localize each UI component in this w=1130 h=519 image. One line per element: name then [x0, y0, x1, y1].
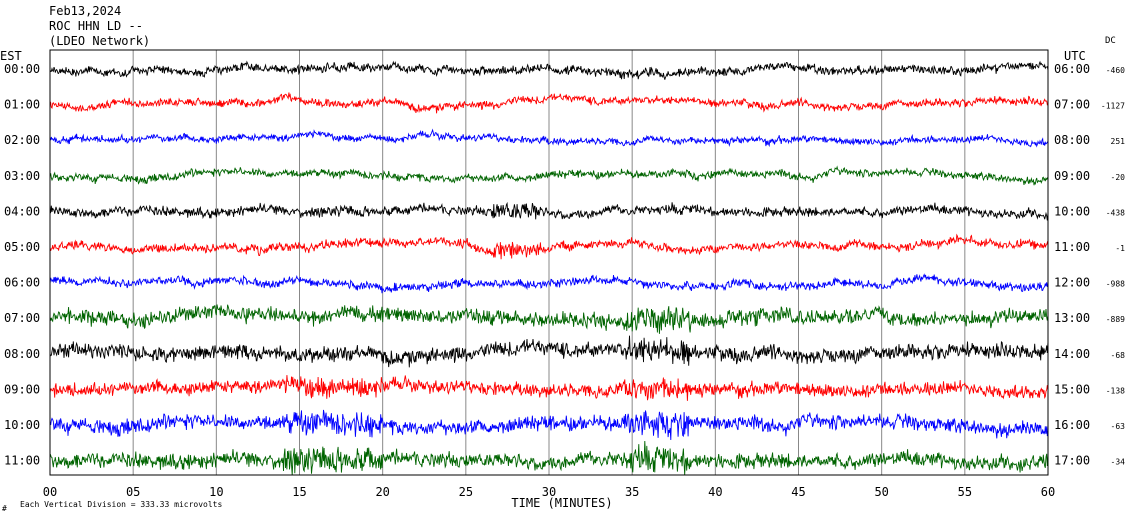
- x-tick-label: 50: [874, 485, 888, 499]
- est-hour-label: 03:00: [4, 169, 40, 183]
- x-tick-label: 40: [708, 485, 722, 499]
- est-hour-label: 09:00: [4, 382, 40, 396]
- est-hour-label: 10:00: [4, 418, 40, 432]
- dc-offset-label: -889: [1106, 315, 1125, 324]
- corner-mark: #: [2, 504, 7, 513]
- utc-hour-label: 17:00: [1054, 454, 1090, 468]
- dc-offset-label: -1127: [1101, 102, 1125, 111]
- utc-hour-label: 10:00: [1054, 204, 1090, 218]
- seismic-trace: [49, 92, 1049, 114]
- utc-hour-label: 08:00: [1054, 133, 1090, 147]
- seismic-trace: [49, 440, 1049, 476]
- x-tick-label: 60: [1041, 485, 1055, 499]
- station-label: ROC HHN LD --: [49, 19, 143, 33]
- seismic-trace: [49, 273, 1049, 294]
- utc-hour-label: 14:00: [1054, 347, 1090, 361]
- x-tick-group: 00 05 10 15 20 25 30 35 40 45 50 55 60: [43, 485, 1055, 499]
- x-tick-label: 30: [542, 485, 556, 499]
- dc-offset-label: -988: [1106, 280, 1125, 289]
- dc-offset-label: 251: [1111, 137, 1126, 146]
- x-tick-label: 45: [791, 485, 805, 499]
- est-hour-label: 08:00: [4, 347, 40, 361]
- dc-offset-label: -34: [1111, 458, 1126, 467]
- utc-hour-label: 13:00: [1054, 311, 1090, 325]
- est-hour-label: 02:00: [4, 133, 40, 147]
- utc-hour-label: 07:00: [1054, 98, 1090, 112]
- utc-hour-label: 15:00: [1054, 382, 1090, 396]
- utc-hour-label: 12:00: [1054, 276, 1090, 290]
- est-hour-label: 11:00: [4, 454, 40, 468]
- trace-group: [49, 60, 1049, 476]
- est-label: EST: [0, 49, 22, 63]
- est-hour-label: 05:00: [4, 240, 40, 254]
- dc-offset-label: -438: [1106, 208, 1125, 217]
- x-tick-label: 00: [43, 485, 57, 499]
- seismic-trace: [49, 60, 1049, 80]
- seismic-trace: [49, 128, 1049, 148]
- seismic-trace: [49, 165, 1049, 186]
- footnote: Each Vertical Division = 333.33 microvol…: [20, 500, 222, 509]
- dc-offset-label: -63: [1111, 422, 1126, 431]
- seismic-trace: [49, 233, 1049, 260]
- date-label: Feb13,2024: [49, 4, 122, 18]
- utc-hour-label: 06:00: [1054, 62, 1090, 76]
- est-hour-label: 07:00: [4, 311, 40, 325]
- dc-offset-label: -138: [1106, 386, 1125, 395]
- est-hour-label: 04:00: [4, 204, 40, 218]
- seismic-trace: [49, 409, 1049, 441]
- dc-header: DC: [1105, 36, 1116, 46]
- dc-offset-label: -1: [1115, 244, 1125, 253]
- row-label-group: 00:00 06:00 -460 01:00 07:00 -1127 02:00 08:00 2…: [4, 62, 1125, 468]
- dc-offset-label: -460: [1106, 66, 1125, 75]
- x-tick-label: 15: [292, 485, 306, 499]
- x-axis-label: TIME (MINUTES): [511, 496, 612, 510]
- network-label: (LDEO Network): [49, 34, 151, 48]
- seismic-trace: [49, 335, 1049, 368]
- dc-offset-label: -20: [1111, 173, 1126, 182]
- dc-offset-label: -68: [1111, 351, 1126, 360]
- est-hour-label: 00:00: [4, 62, 40, 76]
- est-hour-label: 01:00: [4, 98, 40, 112]
- utc-hour-label: 11:00: [1054, 240, 1090, 254]
- chart-grid: [132, 50, 966, 475]
- x-tick-label: 10: [209, 485, 223, 499]
- x-tick-label: 35: [625, 485, 639, 499]
- utc-hour-label: 09:00: [1054, 169, 1090, 183]
- x-tick-label: 05: [126, 485, 140, 499]
- x-tick-label: 25: [459, 485, 473, 499]
- seismic-trace: [49, 375, 1049, 401]
- x-tick-label: 20: [375, 485, 389, 499]
- seismic-trace: [49, 201, 1049, 221]
- plot-frame: [49, 49, 1049, 476]
- utc-hour-label: 16:00: [1054, 418, 1090, 432]
- x-tick-label: 55: [958, 485, 972, 499]
- utc-label: UTC: [1064, 49, 1086, 63]
- est-hour-label: 06:00: [4, 276, 40, 290]
- seismic-trace: [49, 304, 1049, 334]
